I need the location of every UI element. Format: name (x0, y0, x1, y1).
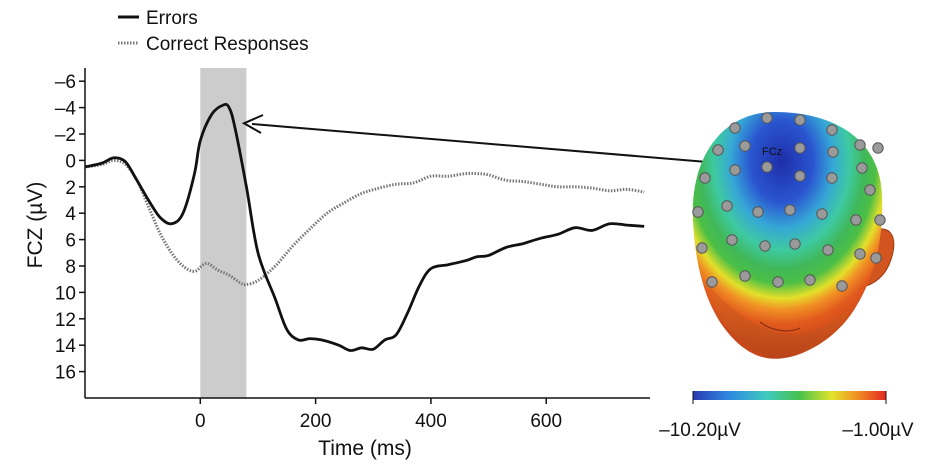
electrode-dot (836, 280, 848, 292)
electrode-dot (854, 139, 866, 151)
electrode-dot (699, 172, 711, 184)
electrode-dot (794, 170, 806, 182)
electrode-dot (850, 214, 862, 226)
y-tick-label: 14 (55, 336, 77, 357)
colorbar-min-label: –10.20µV (659, 420, 741, 441)
y-tick-label: 4 (65, 204, 76, 225)
series-line-errors (84, 102, 645, 352)
colorbar: –10.20µV –1.00µV (659, 391, 914, 441)
y-tick-label: 8 (65, 257, 76, 278)
y-ticks: –6 –4 –2 0 2 4 6 8 10 12 14 16 (55, 72, 85, 384)
x-tick-label: 400 (415, 411, 447, 432)
x-tick-label: 0 (195, 411, 206, 432)
x-axis-title: Time (ms) (318, 437, 412, 460)
y-tick-label: 2 (65, 178, 76, 199)
electrode-dot (739, 270, 751, 282)
x-tick-label: 200 (300, 411, 332, 432)
legend-label-errors: Errors (146, 8, 198, 29)
y-tick-label: 12 (55, 310, 76, 331)
fcz-electrode-label: FCz (762, 146, 782, 158)
legend-label-correct: Correct Responses (146, 34, 309, 55)
electrode-dot (721, 200, 733, 212)
y-tick-label: 16 (55, 363, 76, 384)
shaded-time-window (200, 68, 247, 398)
electrode-dot (761, 112, 773, 124)
nose-ridge (759, 321, 801, 332)
series-line-correct-responses (84, 158, 645, 287)
head-face (706, 282, 852, 359)
colorbar-gradient (693, 391, 886, 400)
y-tick-label: 0 (65, 151, 76, 172)
y-tick-label: 6 (65, 231, 76, 252)
annotation-arrow (241, 114, 768, 168)
y-tick-label: –4 (55, 99, 77, 120)
electrode-dot (729, 164, 741, 176)
electrode-dot (729, 122, 741, 134)
electrode-dot (784, 204, 796, 216)
electrode-dot (772, 276, 784, 288)
electrode-dot (726, 234, 738, 246)
electrode-dot (822, 244, 834, 256)
electrode-dot (712, 144, 724, 156)
electrode-dot (816, 208, 828, 220)
y-tick-label: 10 (55, 283, 76, 304)
electrode-dot (826, 172, 838, 184)
x-tick-label: 600 (530, 411, 562, 432)
scalp-topography: FCz (692, 112, 895, 359)
electrode-dot (739, 140, 751, 152)
electrode-dot (759, 240, 771, 252)
electrode-dot (874, 214, 886, 226)
electrode-dot (706, 276, 718, 288)
electrode-dot (804, 274, 816, 286)
electrode-dot (794, 142, 806, 154)
axes (84, 68, 650, 399)
electrode-dot (752, 206, 764, 218)
electrodes (692, 112, 886, 292)
electrode-dot (794, 114, 806, 126)
electrode-dot (789, 238, 801, 250)
electrode-dot (864, 184, 876, 196)
colorbar-max-label: –1.00µV (842, 420, 913, 441)
x-ticks: 0 200 400 600 (195, 398, 562, 432)
legend: Errors Correct Responses (118, 8, 309, 55)
y-tick-label: –6 (55, 72, 76, 93)
electrode-dot (856, 162, 868, 174)
electrode-dot (870, 252, 882, 264)
electrode-dot (761, 161, 773, 173)
y-axis-title: FCZ (µV) (24, 182, 47, 269)
electrode-dot (827, 146, 839, 158)
electrode-dot (872, 142, 884, 154)
electrode-dot (854, 248, 866, 260)
electrode-dot (696, 242, 708, 254)
y-tick-label: –2 (55, 125, 76, 146)
electrode-dot (826, 124, 838, 136)
electrode-dot (692, 206, 704, 218)
